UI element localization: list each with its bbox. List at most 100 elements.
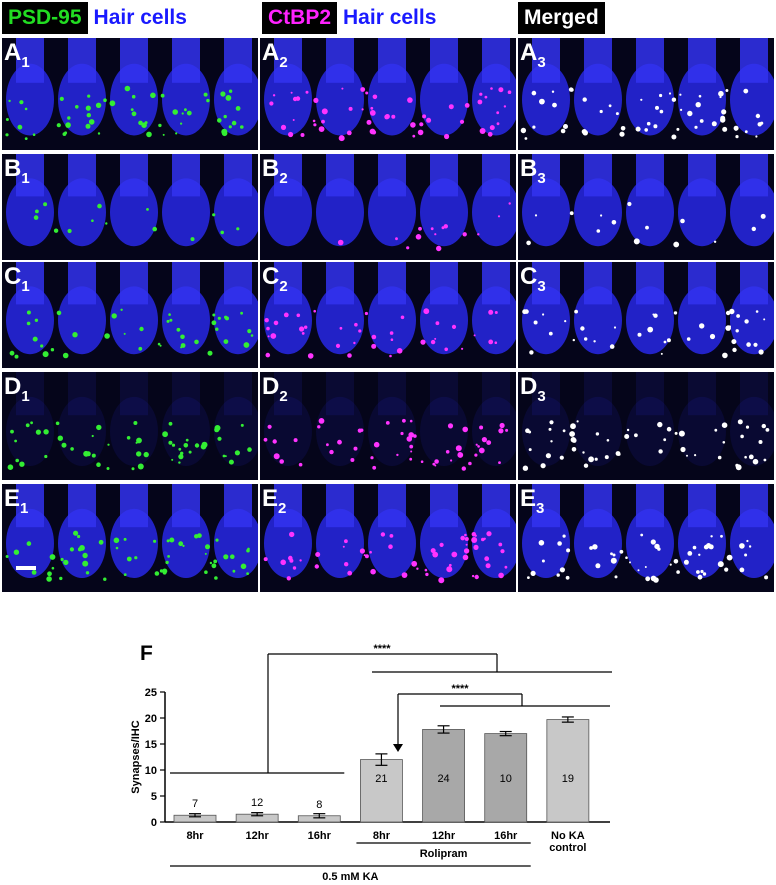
x-tick-label: 8hr — [186, 830, 204, 842]
micrograph-image — [522, 372, 774, 471]
panel-letter: D — [520, 373, 538, 400]
panel-label-a2: A2 — [262, 39, 288, 72]
micrograph-b3: B3 — [518, 154, 774, 260]
panel-subscript: 1 — [21, 388, 30, 405]
hair-cells-label-1: Hair cells — [93, 6, 187, 29]
panel-label-e1: E1 — [4, 486, 29, 518]
micrograph-image — [522, 262, 774, 359]
panel-letter: A — [520, 39, 538, 66]
micrograph-e2: E2 — [260, 484, 516, 592]
panel-letter: E — [520, 485, 537, 512]
panel-subscript: 3 — [537, 388, 546, 405]
panel-letter-f: F — [140, 642, 153, 665]
n-label: 21 — [375, 773, 387, 785]
ka-label: 0.5 mM KA — [322, 871, 378, 883]
panel-label-c2: C2 — [262, 263, 288, 296]
merged-label: Merged — [518, 2, 605, 34]
n-label: 24 — [437, 773, 449, 785]
x-tick-label: 12hr — [432, 830, 456, 842]
x-tick-label: 8hr — [373, 830, 391, 842]
n-label: 12 — [251, 797, 263, 809]
micrograph-c2: C2 — [260, 262, 516, 368]
panel-label-d3: D3 — [520, 373, 546, 406]
panel-letter: C — [520, 263, 538, 290]
panel-subscript: 1 — [20, 500, 29, 517]
panel-subscript: 2 — [279, 54, 288, 71]
panel-subscript: 2 — [279, 170, 288, 187]
panel-letter: B — [4, 155, 22, 182]
x-tick-label: 12hr — [246, 830, 270, 842]
y-axis-title: Synapses/IHC — [130, 720, 142, 793]
panel-label-d2: D2 — [262, 373, 288, 406]
significance-stars-1: **** — [373, 643, 391, 655]
micrograph-d2: D2 — [260, 372, 516, 480]
bar-4 — [360, 759, 403, 823]
panel-letter: D — [262, 373, 280, 400]
micrograph-image — [5, 38, 258, 140]
panel-subscript: 3 — [537, 278, 546, 295]
panel-letter: B — [262, 155, 280, 182]
micrograph-image — [264, 154, 516, 252]
micrograph-image — [522, 154, 774, 248]
x-tick-label: 16hr — [494, 830, 518, 842]
panel-letter: C — [262, 263, 280, 290]
panel-subscript: 1 — [21, 170, 30, 187]
micrograph-d3: D3 — [518, 372, 774, 480]
n-label: 7 — [192, 798, 198, 810]
y-tick-label: 20 — [145, 713, 157, 725]
micrograph-a1: A1 — [2, 38, 258, 150]
micrograph-b1: B1 — [2, 154, 258, 260]
rolipram-label: Rolipram — [420, 848, 468, 860]
panel-label-c1: C1 — [4, 263, 30, 296]
micrograph-image — [264, 38, 516, 142]
panel-subscript: 1 — [21, 54, 30, 71]
panel-subscript: 2 — [279, 278, 288, 295]
panel-subscript: 1 — [21, 278, 30, 295]
micrograph-e3: E3 — [518, 484, 774, 592]
psd95-label: PSD-95 — [2, 2, 88, 34]
panel-label-e2: E2 — [262, 486, 286, 518]
panel-letter: C — [4, 263, 22, 290]
header-psd95: PSD-95 Hair cells — [2, 2, 187, 34]
header-ctbp2: CtBP2 Hair cells — [262, 2, 436, 34]
y-tick-label: 10 — [145, 765, 157, 777]
micrograph-image — [263, 372, 516, 471]
panel-label-d1: D1 — [4, 373, 30, 406]
panel-letter: A — [262, 39, 280, 66]
micrograph-image — [6, 372, 258, 471]
bar-7 — [546, 719, 590, 823]
y-tick-label: 5 — [151, 791, 157, 803]
panel-letter: A — [4, 39, 22, 66]
y-tick-label: 25 — [145, 687, 157, 699]
panel-label-e3: E3 — [520, 485, 545, 518]
micrograph-image — [264, 262, 516, 359]
y-tick-label: 0 — [151, 817, 157, 829]
header-merged: Merged — [518, 2, 605, 34]
micrograph-e1: E1 — [2, 484, 258, 592]
panel-subscript: 3 — [536, 500, 545, 517]
x-tick-label: control — [549, 842, 586, 854]
panel-subscript: 3 — [537, 170, 546, 187]
panel-letter: D — [4, 373, 22, 400]
micrograph-image — [6, 262, 258, 359]
micrograph-image — [522, 484, 774, 583]
x-tick-label: No KA — [551, 830, 585, 842]
y-tick-label: 15 — [145, 739, 157, 751]
panel-letter: B — [520, 155, 538, 182]
significance-stars-2: **** — [451, 683, 469, 695]
n-label: 19 — [562, 773, 574, 785]
micrograph-c3: C3 — [518, 262, 774, 368]
panel-label-b3: B3 — [520, 155, 546, 188]
hair-cells-label-2: Hair cells — [343, 6, 437, 29]
micrograph-a2: A2 — [260, 38, 516, 150]
micrograph-c1: C1 — [2, 262, 258, 368]
n-label: 8 — [316, 799, 322, 811]
micrograph-image — [263, 484, 516, 584]
bar-5 — [422, 729, 465, 823]
micrograph-image — [520, 38, 774, 140]
panel-label-a3: A3 — [520, 39, 546, 72]
micrograph-image — [5, 484, 258, 582]
micrograph-a3: A3 — [518, 38, 774, 150]
scale-bar — [16, 566, 36, 570]
